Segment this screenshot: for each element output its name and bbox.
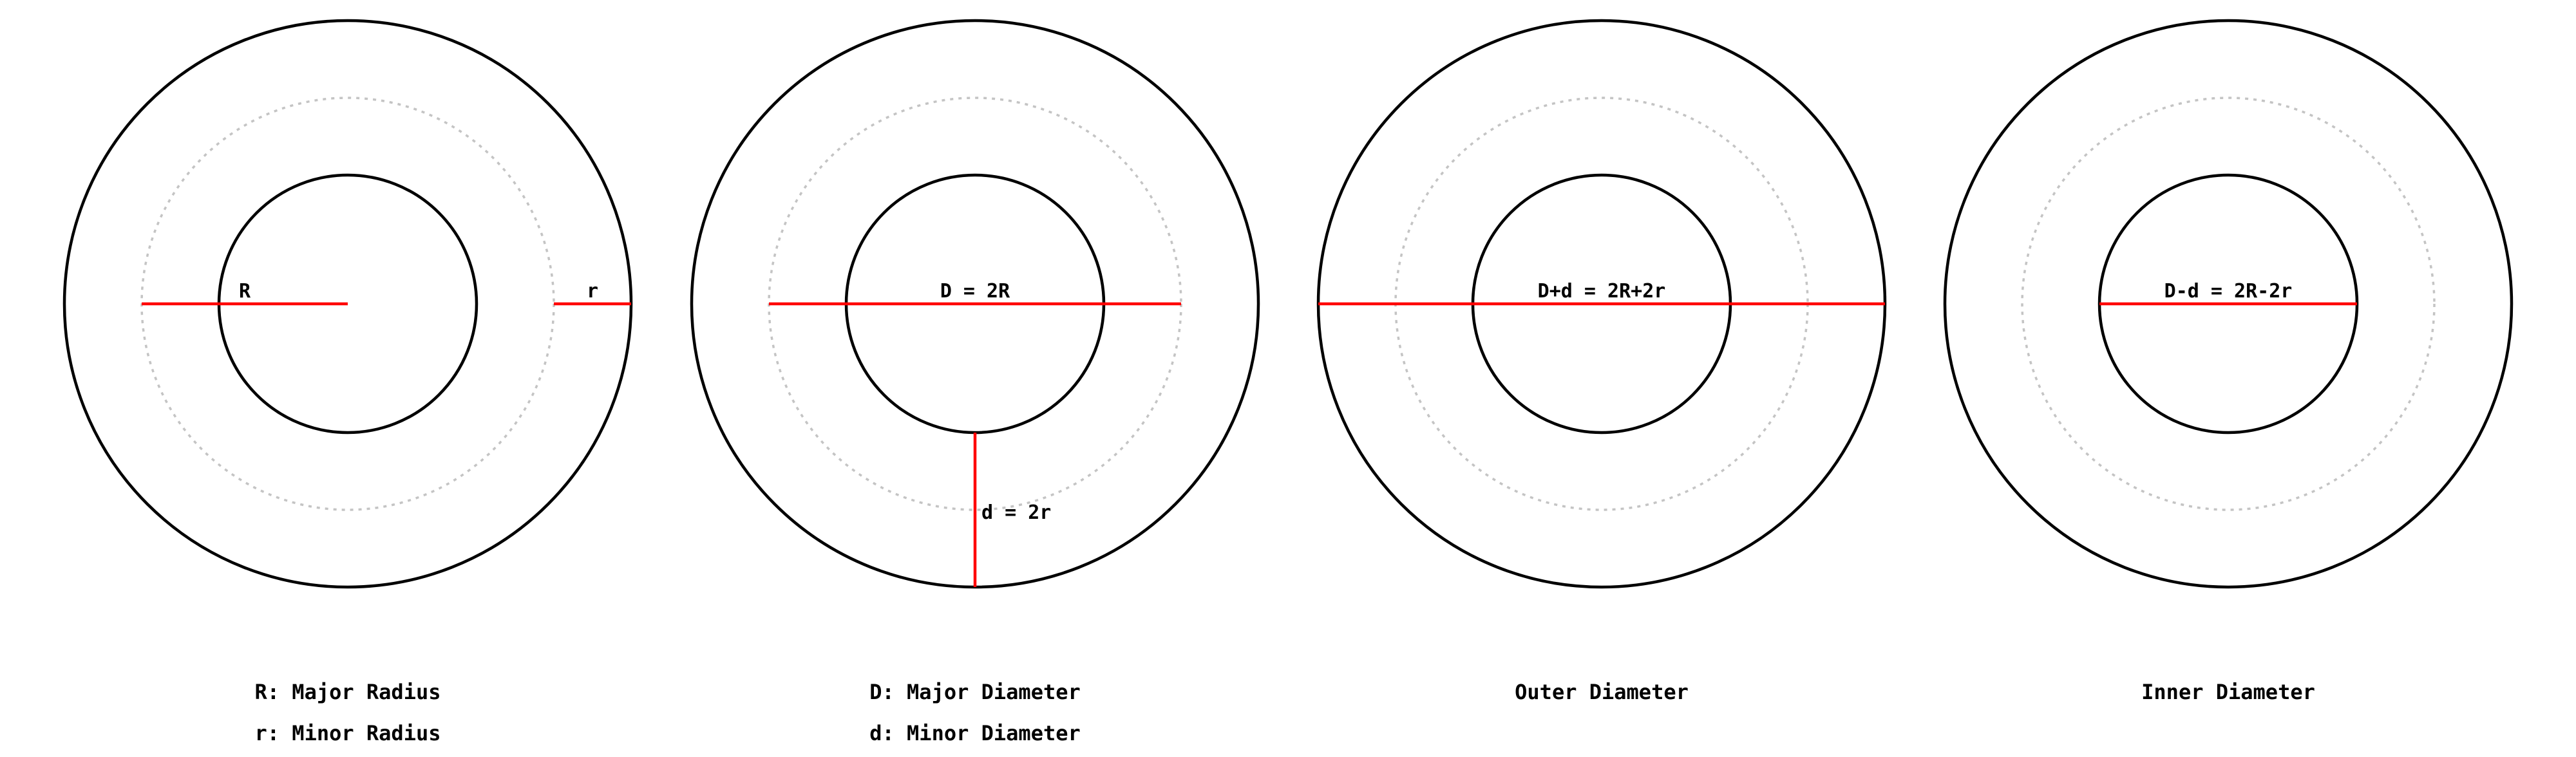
- midline-circle: [2021, 97, 2436, 511]
- outer-circle: [1943, 19, 2514, 589]
- panel-outer-diameter: D+d = 2R+2r Outer Diameter: [1316, 19, 1887, 704]
- panel-diameters: D = 2R d = 2r D: Major Diameter d: Minor…: [690, 19, 1260, 745]
- caption-major-radius: R: Major Radius: [255, 680, 441, 704]
- caption-minor-diameter: d: Minor Diameter: [869, 721, 1081, 745]
- major-radius-label: R: [239, 280, 251, 303]
- caption-outer-diameter: Outer Diameter: [1515, 680, 1689, 704]
- panel-inner-diameter: D-d = 2R-2r Inner Diameter: [1943, 19, 2514, 704]
- outer-diameter-label: D+d = 2R+2r: [1538, 280, 1666, 303]
- panel-radii: R r R: Major Radius r: Minor Radius: [62, 19, 633, 745]
- minor-radius-label: r: [587, 280, 598, 303]
- inner-diameter-label: D-d = 2R-2r: [2164, 280, 2293, 303]
- minor-diameter-label: d = 2r: [981, 501, 1051, 524]
- major-diameter-label: D = 2R: [940, 280, 1010, 303]
- caption-inner-diameter: Inner Diameter: [2141, 680, 2315, 704]
- caption-major-diameter: D: Major Diameter: [869, 680, 1081, 704]
- caption-minor-radius: r: Minor Radius: [255, 721, 441, 745]
